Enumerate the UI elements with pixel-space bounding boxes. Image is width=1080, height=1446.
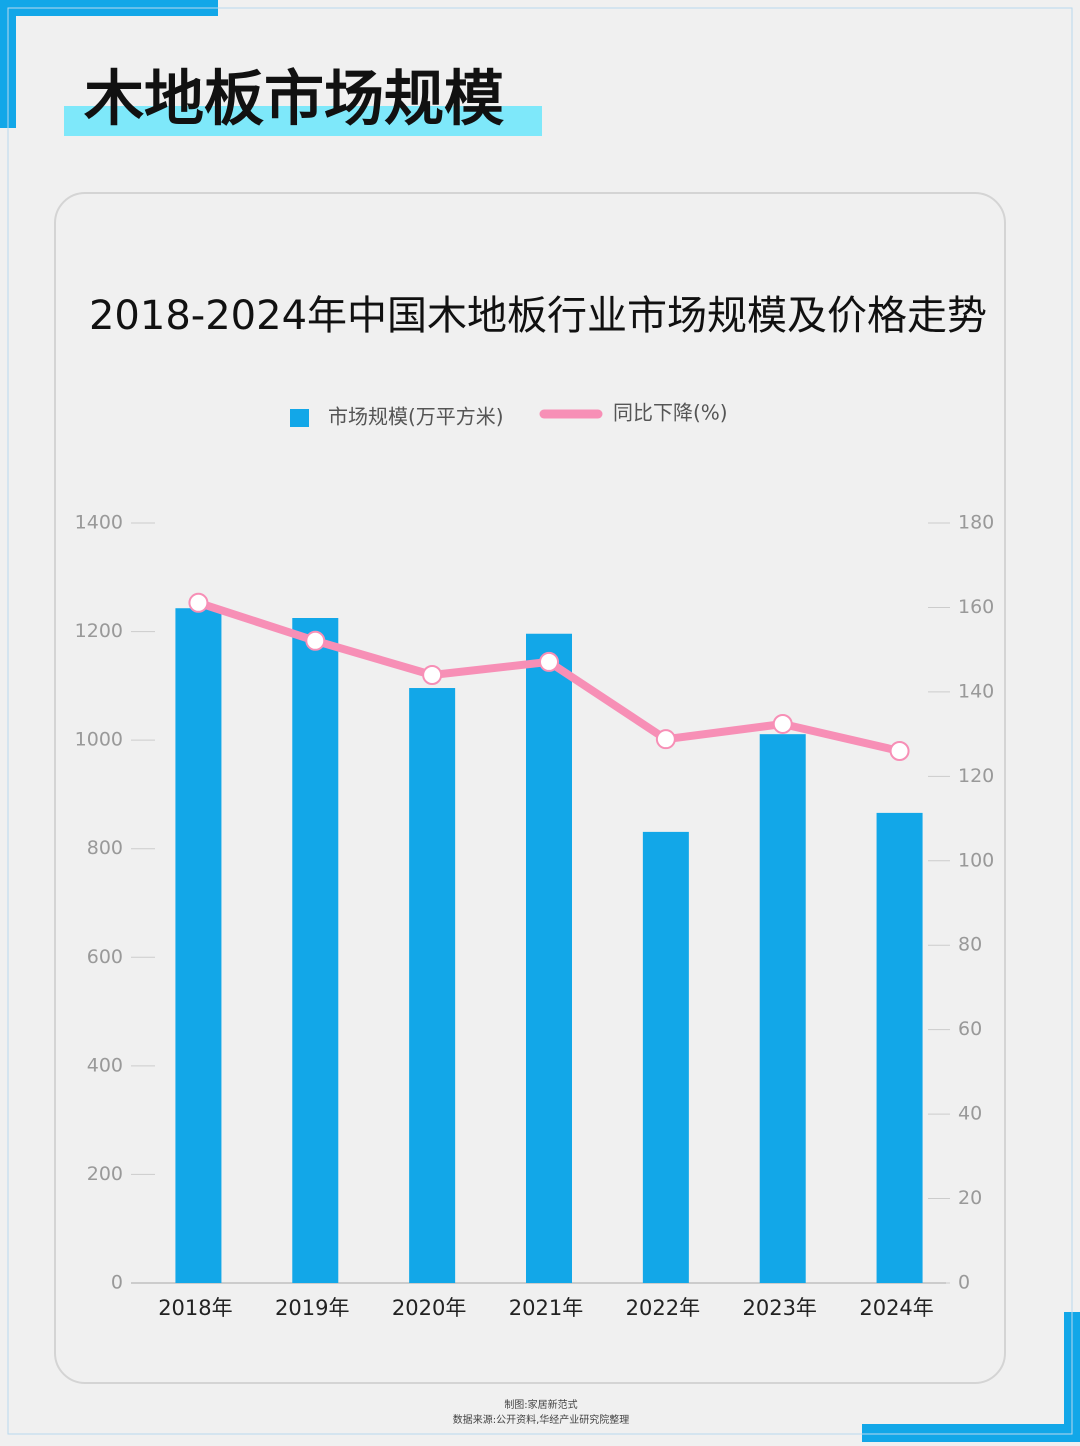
bar <box>642 831 689 1283</box>
y2-tick-label: 100 <box>958 849 994 871</box>
legend-label: 同比下降(%) <box>613 401 728 425</box>
y-tick-label: 400 <box>87 1054 123 1076</box>
y-tick-label: 1400 <box>75 512 123 534</box>
x-tick-label: 2018年 <box>158 1296 232 1320</box>
bar <box>409 688 456 1283</box>
line-point <box>655 729 676 750</box>
y2-tick-label: 80 <box>958 934 982 956</box>
bar <box>175 608 222 1283</box>
x-tick-label: 2019年 <box>275 1296 349 1320</box>
line-point <box>539 651 559 672</box>
line-point <box>772 713 793 734</box>
corner-decoration <box>862 1424 1080 1442</box>
footer-credit: 制图:家居新范式 <box>504 1398 577 1411</box>
y2-tick-label: 140 <box>958 680 994 702</box>
legend-label: 市场规模(万平方米) <box>328 405 504 429</box>
y-tick-label: 1200 <box>75 620 123 642</box>
x-tick-label: 2022年 <box>626 1296 700 1320</box>
y2-tick-label: 60 <box>958 1018 982 1040</box>
line-point <box>889 741 910 761</box>
legend-swatch <box>290 409 309 427</box>
line-point <box>305 630 326 651</box>
frame <box>7 7 1073 1435</box>
line-point <box>422 665 443 685</box>
page-title: 木地板市场规模 <box>84 65 504 135</box>
y2-tick-label: 20 <box>958 1187 982 1209</box>
y2-tick-label: 40 <box>958 1103 982 1125</box>
y-tick-label: 1000 <box>75 729 123 751</box>
y-tick-label: 200 <box>87 1163 123 1185</box>
y2-tick-label: 180 <box>958 512 994 534</box>
bar <box>526 633 572 1283</box>
footer-source: 数据来源:公开资料,华经产业研究院整理 <box>453 1413 630 1426</box>
y-tick-label: 0 <box>111 1272 123 1294</box>
y-tick-label: 800 <box>87 837 123 859</box>
y2-tick-label: 120 <box>958 765 994 787</box>
line-point <box>188 592 209 613</box>
chart-title: 2018-2024年中国木地板行业市场规模及价格走势 <box>89 293 987 339</box>
x-tick-label: 2021年 <box>509 1296 583 1320</box>
y2-tick-label: 0 <box>958 1272 970 1294</box>
bar <box>292 618 339 1283</box>
x-tick-label: 2024年 <box>859 1296 933 1320</box>
title-highlight <box>64 106 542 136</box>
x-tick-label: 2023年 <box>742 1296 816 1320</box>
y2-tick-label: 160 <box>958 596 994 618</box>
bar <box>759 734 806 1283</box>
y-tick-label: 600 <box>87 946 123 968</box>
x-tick-label: 2020年 <box>392 1296 466 1320</box>
bar <box>876 812 923 1283</box>
